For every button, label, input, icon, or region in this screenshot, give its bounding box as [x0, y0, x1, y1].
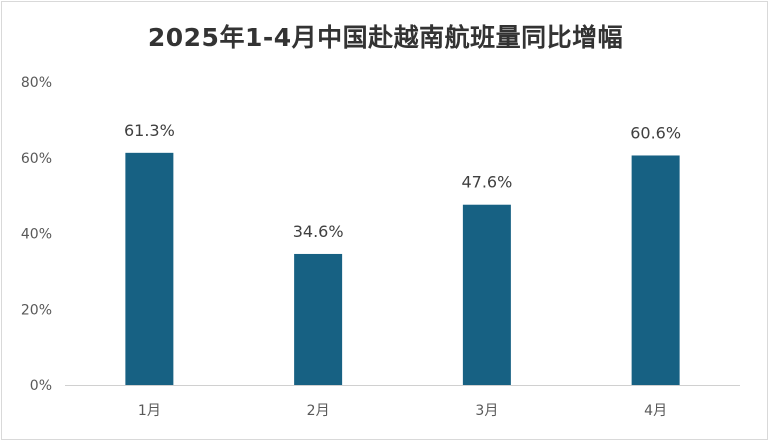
- category-labels: 1月 2月 3月 4月: [138, 403, 667, 419]
- x-tick-label: 4月: [644, 403, 667, 419]
- data-labels: 61.3% 34.6% 47.6% 60.6%: [124, 121, 681, 241]
- y-tick-label: 0%: [30, 378, 52, 394]
- bars: [125, 152, 680, 385]
- bar-data-label: 60.6%: [630, 123, 681, 142]
- x-tick-label: 2月: [307, 403, 330, 419]
- bar: [294, 253, 343, 385]
- x-tick-label: 1月: [138, 403, 161, 419]
- y-tick-label: 60%: [21, 151, 52, 167]
- y-axis-ticks: 0% 20% 40% 60% 80%: [21, 75, 52, 394]
- y-tick-label: 80%: [21, 75, 52, 91]
- bar: [631, 155, 680, 385]
- bar: [462, 204, 511, 385]
- chart-title: 2025年1-4月中国赴越南航班量同比增幅: [147, 23, 624, 52]
- bar-data-label: 47.6%: [461, 173, 512, 192]
- y-tick-label: 20%: [21, 302, 52, 318]
- y-tick-label: 40%: [21, 227, 52, 243]
- bar-data-label: 61.3%: [124, 121, 175, 140]
- x-tick-label: 3月: [475, 403, 498, 419]
- bar: [125, 152, 174, 385]
- bar-data-label: 34.6%: [293, 222, 344, 241]
